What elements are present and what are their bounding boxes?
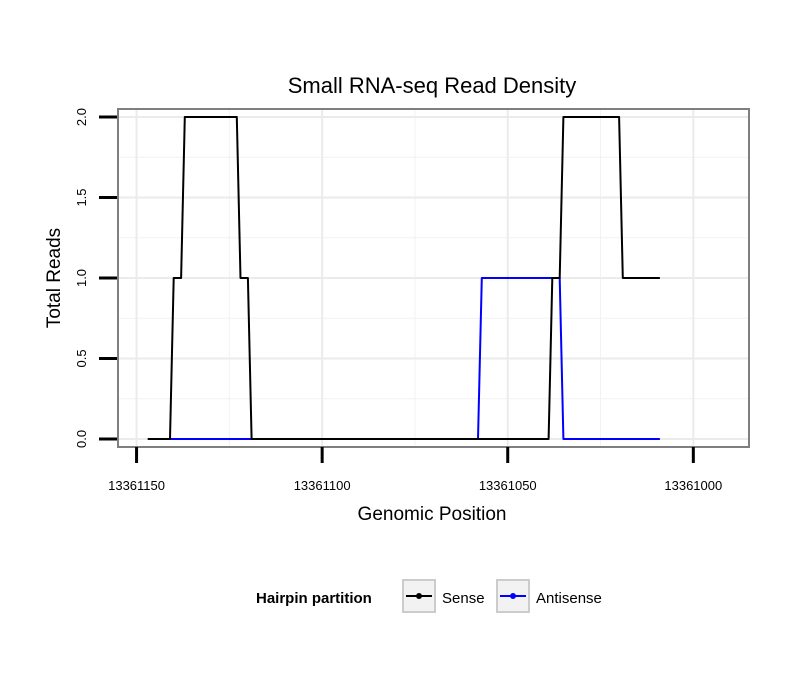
y-tick-label: 0.5 (74, 349, 89, 367)
legend-label-antisense: Antisense (536, 590, 602, 607)
legend-item-sense: Sense (402, 579, 485, 613)
x-tick-label: 13361150 (108, 478, 165, 493)
x-axis: 13361150 13361100 13361050 13361000 (108, 447, 722, 493)
y-tick-label: 1.0 (74, 269, 89, 287)
y-axis: 0.0 0.5 1.0 1.5 2.0 (74, 108, 117, 448)
legend-title: Hairpin partition (256, 590, 372, 607)
legend-marker-sense (416, 593, 422, 599)
y-axis-label: Total Reads (44, 228, 65, 328)
legend-label-sense: Sense (442, 590, 485, 607)
series-lines (147, 116, 660, 440)
x-tick-label: 13361100 (294, 478, 351, 493)
y-tick-label: 2.0 (74, 108, 89, 126)
x-tick-label: 13361000 (664, 478, 722, 493)
y-tick-label: 0.0 (74, 430, 89, 448)
y-tick-label: 1.5 (74, 188, 89, 206)
legend: Hairpin partition Sense Antisense (256, 579, 602, 613)
x-axis-label: Genomic Position (358, 504, 507, 525)
legend-item-antisense: Antisense (496, 579, 602, 613)
chart-title: Small RNA-seq Read Density (288, 73, 577, 98)
legend-marker-antisense (510, 593, 516, 599)
plot-frame (117, 108, 750, 448)
x-tick-label: 13361050 (479, 478, 537, 493)
series-line-sense (147, 116, 660, 440)
